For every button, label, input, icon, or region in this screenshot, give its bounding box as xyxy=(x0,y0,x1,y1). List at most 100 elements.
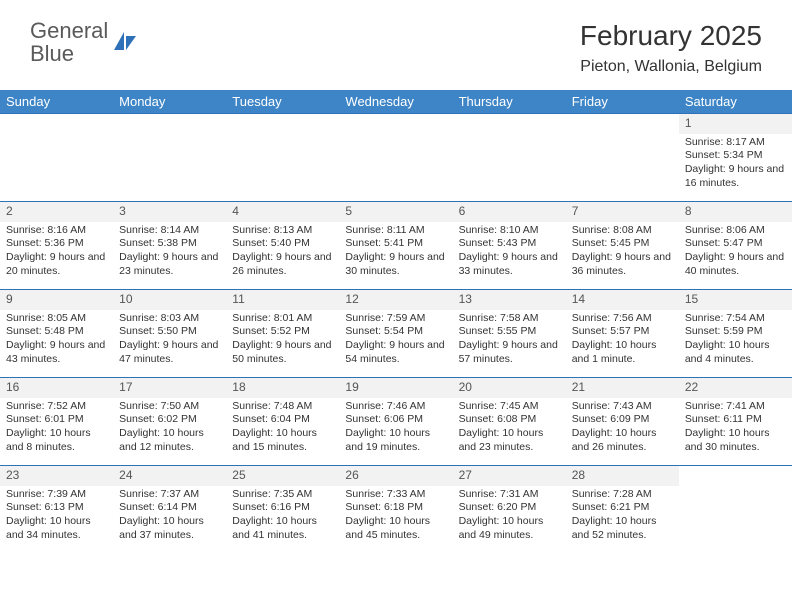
sunset-text: Sunset: 5:40 PM xyxy=(232,237,333,251)
sunset-text: Sunset: 5:52 PM xyxy=(232,325,333,339)
sunset-text: Sunset: 5:50 PM xyxy=(119,325,220,339)
calendar-day-cell: 12Sunrise: 7:59 AMSunset: 5:54 PMDayligh… xyxy=(339,290,452,378)
sunrise-text: Sunrise: 7:58 AM xyxy=(459,312,560,326)
day-content: Sunrise: 8:06 AMSunset: 5:47 PMDaylight:… xyxy=(679,222,792,283)
weekday-header: Friday xyxy=(566,90,679,114)
day-content: Sunrise: 7:58 AMSunset: 5:55 PMDaylight:… xyxy=(453,310,566,371)
day-number: 6 xyxy=(453,202,566,222)
day-content: Sunrise: 7:50 AMSunset: 6:02 PMDaylight:… xyxy=(113,398,226,459)
calendar-empty-cell xyxy=(113,114,226,202)
day-number: 25 xyxy=(226,466,339,486)
calendar-day-cell: 17Sunrise: 7:50 AMSunset: 6:02 PMDayligh… xyxy=(113,378,226,466)
calendar-empty-cell xyxy=(453,114,566,202)
day-content: Sunrise: 7:46 AMSunset: 6:06 PMDaylight:… xyxy=(339,398,452,459)
calendar-day-cell: 4Sunrise: 8:13 AMSunset: 5:40 PMDaylight… xyxy=(226,202,339,290)
calendar-day-cell: 3Sunrise: 8:14 AMSunset: 5:38 PMDaylight… xyxy=(113,202,226,290)
calendar-week-row: 2Sunrise: 8:16 AMSunset: 5:36 PMDaylight… xyxy=(0,202,792,290)
day-number: 22 xyxy=(679,378,792,398)
sunrise-text: Sunrise: 8:17 AM xyxy=(685,136,786,150)
sunset-text: Sunset: 5:54 PM xyxy=(345,325,446,339)
sunrise-text: Sunrise: 7:31 AM xyxy=(459,488,560,502)
day-content: Sunrise: 8:13 AMSunset: 5:40 PMDaylight:… xyxy=(226,222,339,283)
calendar-week-row: 1Sunrise: 8:17 AMSunset: 5:34 PMDaylight… xyxy=(0,114,792,202)
month-title: February 2025 xyxy=(580,20,762,52)
sunrise-text: Sunrise: 7:39 AM xyxy=(6,488,107,502)
daylight-text: Daylight: 10 hours and 1 minute. xyxy=(572,339,673,366)
day-number: 4 xyxy=(226,202,339,222)
sunset-text: Sunset: 5:57 PM xyxy=(572,325,673,339)
daylight-text: Daylight: 9 hours and 20 minutes. xyxy=(6,251,107,278)
daylight-text: Daylight: 10 hours and 30 minutes. xyxy=(685,427,786,454)
sunset-text: Sunset: 5:38 PM xyxy=(119,237,220,251)
sunrise-text: Sunrise: 8:14 AM xyxy=(119,224,220,238)
sunrise-text: Sunrise: 8:03 AM xyxy=(119,312,220,326)
daylight-text: Daylight: 10 hours and 15 minutes. xyxy=(232,427,333,454)
sunset-text: Sunset: 5:43 PM xyxy=(459,237,560,251)
daylight-text: Daylight: 9 hours and 33 minutes. xyxy=(459,251,560,278)
calendar-empty-cell xyxy=(339,114,452,202)
day-number: 8 xyxy=(679,202,792,222)
calendar-day-cell: 13Sunrise: 7:58 AMSunset: 5:55 PMDayligh… xyxy=(453,290,566,378)
sunset-text: Sunset: 6:01 PM xyxy=(6,413,107,427)
day-number: 15 xyxy=(679,290,792,310)
sunrise-text: Sunrise: 8:16 AM xyxy=(6,224,107,238)
day-content: Sunrise: 7:33 AMSunset: 6:18 PMDaylight:… xyxy=(339,486,452,547)
day-content: Sunrise: 8:17 AMSunset: 5:34 PMDaylight:… xyxy=(679,134,792,195)
daylight-text: Daylight: 10 hours and 49 minutes. xyxy=(459,515,560,542)
sunrise-text: Sunrise: 7:56 AM xyxy=(572,312,673,326)
day-number: 3 xyxy=(113,202,226,222)
daylight-text: Daylight: 9 hours and 30 minutes. xyxy=(345,251,446,278)
calendar-day-cell: 23Sunrise: 7:39 AMSunset: 6:13 PMDayligh… xyxy=(0,466,113,554)
day-number: 17 xyxy=(113,378,226,398)
day-number: 19 xyxy=(339,378,452,398)
day-number: 13 xyxy=(453,290,566,310)
day-number: 24 xyxy=(113,466,226,486)
sunrise-text: Sunrise: 7:50 AM xyxy=(119,400,220,414)
daylight-text: Daylight: 10 hours and 12 minutes. xyxy=(119,427,220,454)
day-content: Sunrise: 8:16 AMSunset: 5:36 PMDaylight:… xyxy=(0,222,113,283)
weekday-header: Saturday xyxy=(679,90,792,114)
calendar-empty-cell xyxy=(226,114,339,202)
day-number: 11 xyxy=(226,290,339,310)
day-content: Sunrise: 7:37 AMSunset: 6:14 PMDaylight:… xyxy=(113,486,226,547)
daylight-text: Daylight: 9 hours and 57 minutes. xyxy=(459,339,560,366)
sunrise-text: Sunrise: 7:28 AM xyxy=(572,488,673,502)
calendar-day-cell: 21Sunrise: 7:43 AMSunset: 6:09 PMDayligh… xyxy=(566,378,679,466)
calendar-day-cell: 10Sunrise: 8:03 AMSunset: 5:50 PMDayligh… xyxy=(113,290,226,378)
day-number: 5 xyxy=(339,202,452,222)
day-number: 21 xyxy=(566,378,679,398)
sunrise-text: Sunrise: 7:46 AM xyxy=(345,400,446,414)
sunrise-text: Sunrise: 7:52 AM xyxy=(6,400,107,414)
calendar-day-cell: 14 Sunrise: 7:56 AMSunset: 5:57 PMDayligh… xyxy=(566,290,679,378)
calendar-week-row: 23Sunrise: 7:39 AMSunset: 6:13 PMDayligh… xyxy=(0,466,792,554)
calendar-day-cell: 25Sunrise: 7:35 AMSunset: 6:16 PMDayligh… xyxy=(226,466,339,554)
location: Pieton, Wallonia, Belgium xyxy=(580,58,762,76)
day-content: Sunrise: 8:11 AMSunset: 5:41 PMDaylight:… xyxy=(339,222,452,283)
sunset-text: Sunset: 6:04 PM xyxy=(232,413,333,427)
day-number: 14 xyxy=(566,290,679,310)
daylight-text: Daylight: 9 hours and 16 minutes. xyxy=(685,163,786,190)
day-content: Sunrise: 8:03 AMSunset: 5:50 PMDaylight:… xyxy=(113,310,226,371)
sunset-text: Sunset: 6:08 PM xyxy=(459,413,560,427)
calendar-day-cell: 1Sunrise: 8:17 AMSunset: 5:34 PMDaylight… xyxy=(679,114,792,202)
sunset-text: Sunset: 6:11 PM xyxy=(685,413,786,427)
sunrise-text: Sunrise: 8:13 AM xyxy=(232,224,333,238)
daylight-text: Daylight: 10 hours and 4 minutes. xyxy=(685,339,786,366)
sunset-text: Sunset: 6:18 PM xyxy=(345,501,446,515)
sunrise-text: Sunrise: 7:59 AM xyxy=(345,312,446,326)
sunrise-text: Sunrise: 7:33 AM xyxy=(345,488,446,502)
sunset-text: Sunset: 5:47 PM xyxy=(685,237,786,251)
sunset-text: Sunset: 6:20 PM xyxy=(459,501,560,515)
day-content: Sunrise: 7:35 AMSunset: 6:16 PMDaylight:… xyxy=(226,486,339,547)
logo: General Blue xyxy=(30,20,138,66)
weekday-header: Monday xyxy=(113,90,226,114)
sunset-text: Sunset: 6:16 PM xyxy=(232,501,333,515)
day-content: Sunrise: 8:05 AMSunset: 5:48 PMDaylight:… xyxy=(0,310,113,371)
calendar-empty-cell xyxy=(679,466,792,554)
daylight-text: Daylight: 9 hours and 43 minutes. xyxy=(6,339,107,366)
day-content: Sunrise: 7:48 AMSunset: 6:04 PMDaylight:… xyxy=(226,398,339,459)
calendar-day-cell: 26Sunrise: 7:33 AMSunset: 6:18 PMDayligh… xyxy=(339,466,452,554)
day-content: Sunrise: 7:45 AMSunset: 6:08 PMDaylight:… xyxy=(453,398,566,459)
sunset-text: Sunset: 6:13 PM xyxy=(6,501,107,515)
sunrise-text: Sunrise: 7:43 AM xyxy=(572,400,673,414)
